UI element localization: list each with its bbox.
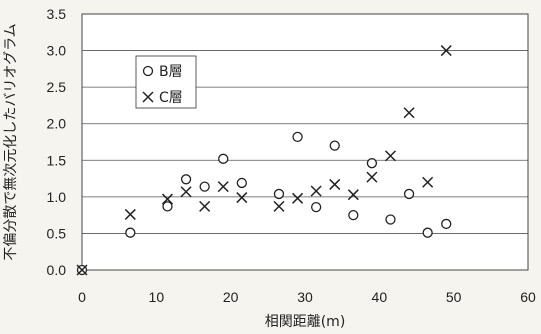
point-b-layer <box>385 214 396 225</box>
point-c-layer <box>310 185 322 197</box>
x-tick-label: 30 <box>297 289 313 305</box>
point-b-layer <box>180 174 192 185</box>
x-tick-labels: 0 10 20 30 40 50 60 <box>78 289 536 305</box>
y-tick-label: 2.0 <box>47 116 67 132</box>
y-tick-label: 3.5 <box>47 6 67 22</box>
legend-marker-c-layer <box>142 91 154 103</box>
point-b-layer <box>366 158 378 169</box>
point-c-layer <box>384 150 397 162</box>
plot-area <box>82 14 528 270</box>
point-c-layer <box>366 171 378 183</box>
point-c-layer <box>236 192 248 204</box>
point-c-layer <box>180 186 192 198</box>
x-axis-title: 相関距離(m) <box>265 313 346 330</box>
y-tick-label: 1.0 <box>47 189 67 205</box>
point-b-layer <box>348 209 359 221</box>
legend: B層 C層 <box>135 55 197 109</box>
legend-label-b-layer: B層 <box>159 64 183 80</box>
point-c-layer <box>292 192 304 204</box>
point-c-layer <box>161 193 174 205</box>
y-tick-label: 0.5 <box>47 225 67 241</box>
point-c-layer <box>347 189 359 201</box>
y-tick-labels: 0.0 0.5 1.0 1.5 2.0 2.5 3.0 3.5 <box>47 6 67 278</box>
point-c-layer <box>422 176 434 188</box>
point-b-layer <box>329 140 340 151</box>
point-b-layer <box>199 181 210 192</box>
x-tick-label: 10 <box>149 289 165 305</box>
y-tick-label: 2.5 <box>47 79 67 95</box>
x-tick-label: 40 <box>372 289 388 305</box>
point-c-layer <box>199 200 211 212</box>
point-b-layer <box>236 177 247 189</box>
point-b-layer <box>273 188 285 200</box>
point-c-layer <box>440 45 452 57</box>
gridlines <box>82 50 528 234</box>
x-tick-label: 60 <box>520 289 536 305</box>
point-c-layer <box>403 107 415 119</box>
x-tick-label: 20 <box>223 289 239 305</box>
plot-border <box>81 13 529 271</box>
x-tick-label: 0 <box>78 289 86 305</box>
point-c-layer <box>273 200 285 212</box>
point-b-layer <box>422 227 433 238</box>
y-tick-label: 1.5 <box>47 152 67 168</box>
y-tick-label: 0.0 <box>47 262 67 278</box>
x-tick-label: 50 <box>446 289 462 305</box>
point-b-layer <box>218 153 229 164</box>
point-b-layer <box>125 227 136 238</box>
data-points <box>76 45 452 276</box>
point-b-layer <box>162 201 173 212</box>
legend-label-c-layer: C層 <box>159 90 183 106</box>
point-b-layer <box>403 188 415 200</box>
legend-marker-b-layer <box>142 65 154 77</box>
y-tick-label: 3.0 <box>47 43 67 59</box>
point-c-layer <box>329 178 341 190</box>
point-b-layer <box>292 131 303 143</box>
point-c-layer <box>124 208 136 220</box>
point-c-layer <box>217 181 229 193</box>
point-b-layer <box>310 201 322 213</box>
point-b-layer <box>441 218 452 230</box>
point-c-layer <box>76 264 88 276</box>
y-axis-title: 不偏分散で無次元化したバリオグラム <box>3 23 19 260</box>
